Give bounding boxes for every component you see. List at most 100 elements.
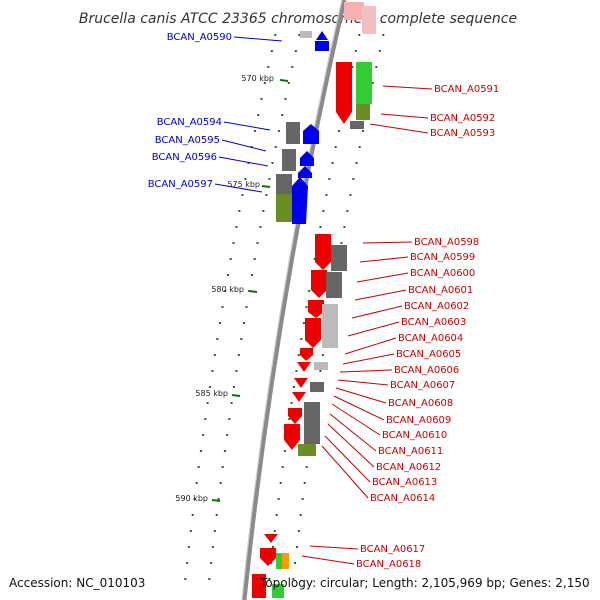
ring-dot [371, 82, 374, 84]
ring-dot [210, 562, 213, 564]
ring-dot [305, 466, 308, 468]
gene-arrow-BCAN_A0611 [284, 424, 300, 450]
gene-label-BCAN_A0617[interactable]: BCAN_A0617 [360, 544, 425, 555]
ring-dot [277, 130, 280, 132]
ring-dot [281, 466, 284, 468]
gene-label-BCAN_A0601[interactable]: BCAN_A0601 [408, 285, 473, 296]
gene-label-BCAN_A0596[interactable]: BCAN_A0596 [152, 152, 217, 163]
ring-dot [219, 482, 222, 484]
ring-dot [221, 466, 224, 468]
gene-label-BCAN_A0611[interactable]: BCAN_A0611 [378, 446, 443, 457]
gene-label-BCAN_A0597[interactable]: BCAN_A0597 [148, 179, 213, 190]
ring-dot [186, 562, 189, 564]
ring-dot [206, 402, 209, 404]
label-leader [218, 156, 269, 167]
gene-label-BCAN_A0602[interactable]: BCAN_A0602 [404, 301, 469, 312]
ring-dot [294, 50, 297, 52]
gene-arrow-BCAN_A0609 [288, 408, 302, 424]
ring-dot [232, 386, 235, 388]
ring-dot [337, 130, 340, 132]
ring-dot [295, 546, 298, 548]
ring-dot [213, 530, 216, 532]
cog-box [310, 382, 324, 392]
tick-label-570: 570 kbp [241, 74, 274, 83]
gene-label-BCAN_A0606[interactable]: BCAN_A0606 [394, 365, 459, 376]
cog-box [276, 174, 292, 194]
cog-box [286, 122, 300, 144]
ring-dot [292, 578, 295, 580]
ring-dot [270, 50, 273, 52]
ring-dot [271, 546, 274, 548]
gene-label-BCAN_A0618[interactable]: BCAN_A0618 [356, 559, 421, 570]
ring-dot [193, 498, 196, 500]
topology-text: Topology: circular; Length: 2,105,969 bp… [259, 576, 590, 590]
ring-dot [268, 578, 271, 580]
gene-label-BCAN_A0608[interactable]: BCAN_A0608 [388, 398, 453, 409]
label-leader [344, 337, 397, 355]
gene-label-BCAN_A0613[interactable]: BCAN_A0613 [372, 477, 437, 488]
tick-mark-580 [248, 290, 258, 293]
gene-label-BCAN_A0603[interactable]: BCAN_A0603 [401, 317, 466, 328]
cog-box [300, 31, 312, 38]
gene-label-BCAN_A0593[interactable]: BCAN_A0593 [430, 128, 495, 139]
gene-arrow-BCAN_A0603 [305, 318, 321, 348]
gene-label-BCAN_A0604[interactable]: BCAN_A0604 [398, 333, 463, 344]
ring-dot [202, 434, 205, 436]
ring-dot [208, 578, 211, 580]
ring-dot [343, 226, 346, 228]
ring-dot [308, 290, 311, 292]
ring-dot [253, 130, 256, 132]
gene-label-BCAN_A0591[interactable]: BCAN_A0591 [434, 84, 499, 95]
ring-dot [375, 66, 378, 68]
label-leader [333, 395, 385, 421]
gene-label-BCAN_A0610[interactable]: BCAN_A0610 [382, 430, 447, 441]
map-title: Brucella canis ATCC 23365 chromosome I, … [79, 11, 517, 27]
ring-dot [270, 562, 273, 564]
gene-label-BCAN_A0594[interactable]: BCAN_A0594 [157, 117, 222, 128]
ring-dot [250, 274, 253, 276]
gene-label-BCAN_A0605[interactable]: BCAN_A0605 [396, 349, 461, 360]
ring-dot [218, 322, 221, 324]
ring-dot [253, 258, 256, 260]
accession-text: Accession: NC_010103 [9, 576, 145, 590]
gene-label-BCAN_A0600[interactable]: BCAN_A0600 [410, 268, 475, 279]
cog-box [298, 444, 316, 456]
ring-dot [292, 386, 295, 388]
ring-dot [382, 34, 385, 36]
gene-body-BCAN_A0590 [315, 41, 329, 51]
ring-dot [211, 370, 214, 372]
ring-dot [265, 194, 268, 196]
chromosome-backbone-highlight [241, 0, 343, 600]
ring-dot [263, 82, 266, 84]
ring-dot [221, 306, 224, 308]
cog-box [356, 104, 370, 120]
label-leader [337, 379, 389, 386]
gene-label-BCAN_A0614[interactable]: BCAN_A0614 [370, 493, 435, 504]
label-leader [356, 272, 409, 283]
ring-dot [297, 530, 300, 532]
ring-dot [199, 450, 202, 452]
gene-label-BCAN_A0612[interactable]: BCAN_A0612 [376, 462, 441, 473]
cog-box [362, 6, 376, 34]
gene-label-BCAN_A0595[interactable]: BCAN_A0595 [155, 135, 220, 146]
label-leader [380, 113, 429, 119]
gene-label-BCAN_A0599[interactable]: BCAN_A0599 [410, 252, 475, 263]
kbp-ticks: 570 kbp 575 kbp 580 kbp 585 kbp 590 kbp [175, 74, 289, 503]
ring-dot [298, 34, 301, 36]
label-leader [301, 555, 355, 565]
gene-label-BCAN_A0598[interactable]: BCAN_A0598 [414, 237, 479, 248]
ring-dot [331, 162, 334, 164]
ring-dot [204, 418, 207, 420]
ring-dot [354, 50, 357, 52]
ring-dot [195, 482, 198, 484]
gene-body-bottom [252, 574, 266, 598]
gene-label-BCAN_A0590[interactable]: BCAN_A0590 [167, 32, 232, 43]
ring-dot [279, 482, 282, 484]
ring-dot [217, 498, 220, 500]
gene-label-BCAN_A0607[interactable]: BCAN_A0607 [390, 380, 455, 391]
gene-label-BCAN_A0592[interactable]: BCAN_A0592 [430, 113, 495, 124]
label-leader [221, 139, 267, 152]
label-leader [233, 36, 283, 42]
gene-label-BCAN_A0609[interactable]: BCAN_A0609 [386, 415, 451, 426]
